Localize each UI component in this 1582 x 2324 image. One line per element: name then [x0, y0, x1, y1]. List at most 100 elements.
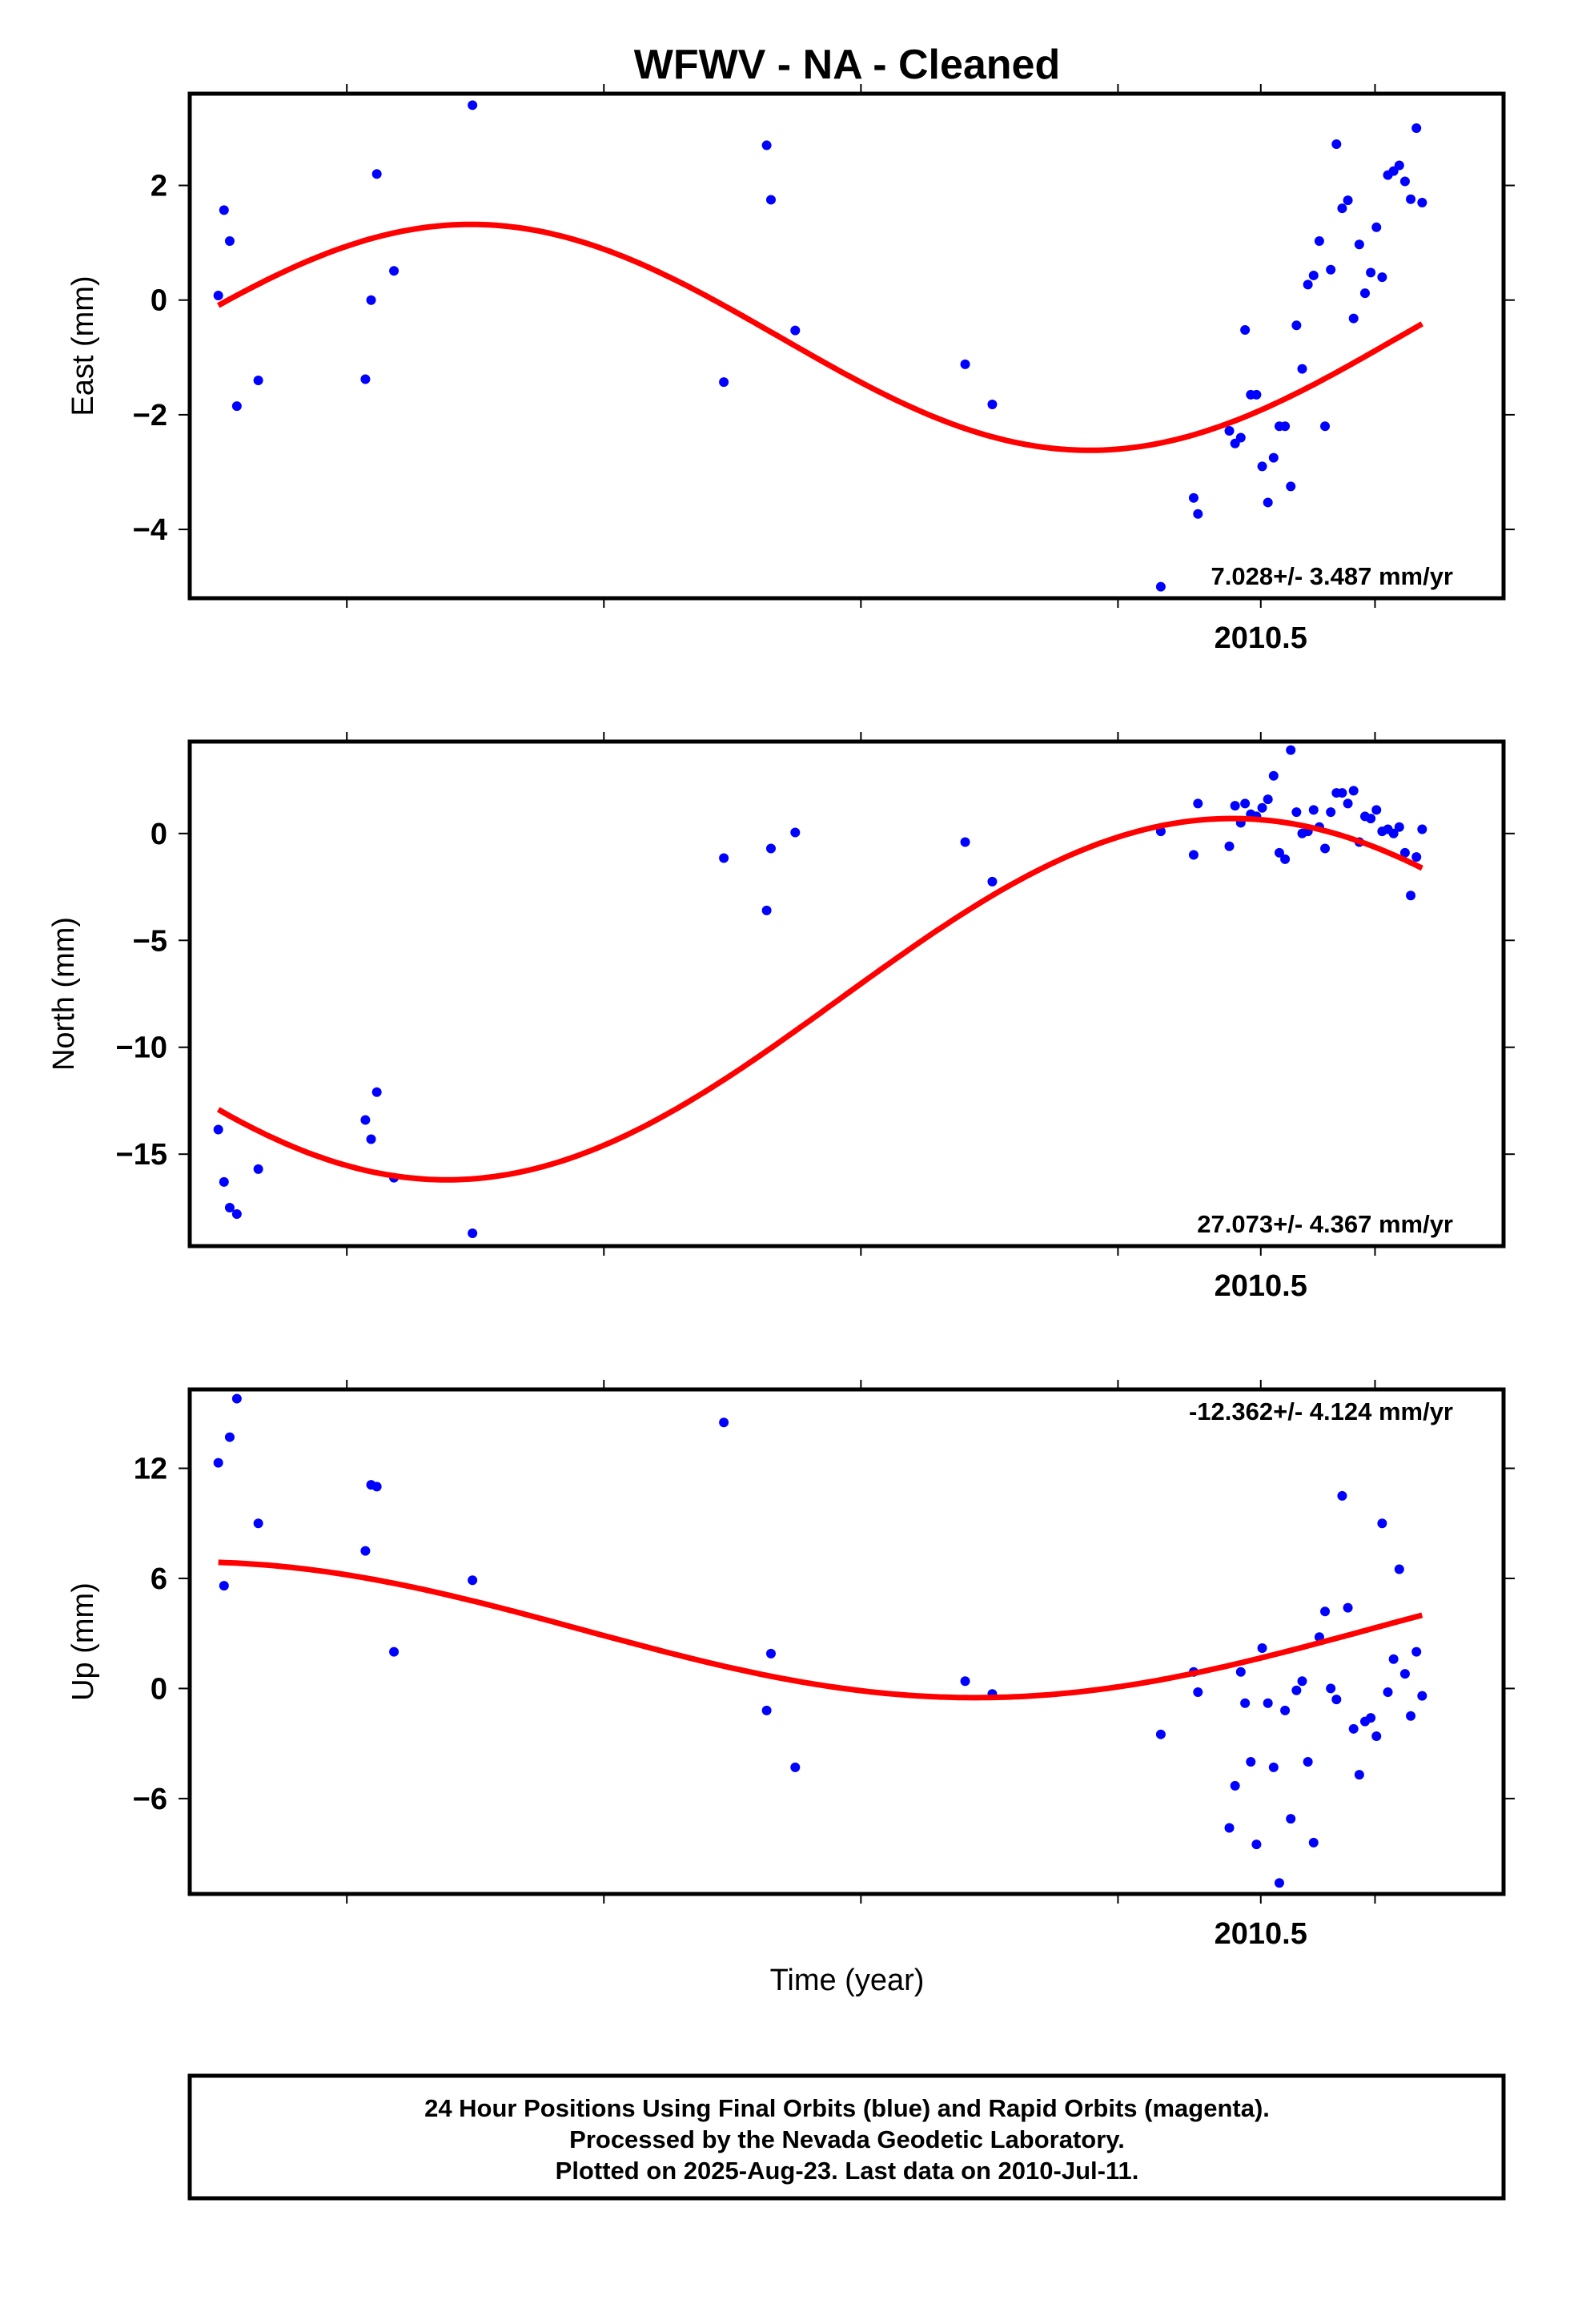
data-point: [1331, 1695, 1342, 1705]
data-point: [1280, 854, 1291, 864]
data-point: [1411, 123, 1422, 133]
data-point: [790, 827, 801, 838]
data-point: [1377, 272, 1387, 283]
data-point: [1257, 802, 1267, 813]
data-point: [1320, 1606, 1331, 1617]
data-point: [1268, 770, 1279, 781]
data-point: [1394, 160, 1404, 171]
data-point: [719, 1417, 729, 1428]
data-point: [1399, 176, 1410, 187]
y-tick-label: 12: [134, 1453, 167, 1486]
data-point: [231, 1208, 242, 1219]
data-point: [1291, 1685, 1302, 1695]
data-point: [1366, 814, 1376, 824]
x-tick-label: 2010.5: [1215, 1917, 1307, 1951]
y-axis-label: North (mm): [47, 917, 81, 1071]
data-point: [790, 325, 801, 336]
data-point: [761, 905, 772, 915]
data-point: [1268, 452, 1279, 463]
data-point: [1246, 1757, 1256, 1767]
x-tick-label: 2010.5: [1215, 1269, 1307, 1303]
data-point: [1193, 798, 1203, 809]
north-panel: 2010.5 −15 −10 −5 0 North (mm) 27.073+/- 4.367…: [47, 732, 1515, 1303]
data-point: [224, 1202, 235, 1212]
data-point: [1280, 1705, 1291, 1715]
data-point: [987, 400, 998, 410]
data-point: [790, 1762, 801, 1772]
data-point: [960, 837, 970, 847]
data-point: [1240, 798, 1251, 809]
rate-label: 7.028+/- 3.487 mm/yr: [1211, 562, 1453, 590]
x-tick-label: 2010.5: [1215, 621, 1307, 655]
data-point: [231, 401, 242, 412]
data-point: [1230, 801, 1240, 811]
data-point: [1348, 786, 1359, 796]
plot-frame: [187, 739, 1506, 1248]
data-point: [987, 876, 998, 887]
data-point: [1263, 497, 1273, 508]
data-point: [1235, 1667, 1246, 1677]
data-point: [1366, 1713, 1376, 1723]
data-point: [231, 1393, 242, 1404]
plot-frame: [187, 1387, 1506, 1896]
data-point: [1394, 822, 1404, 832]
data-point: [1280, 421, 1291, 432]
data-point: [765, 843, 776, 854]
y-tick-label: 6: [151, 1562, 167, 1596]
rate-label: 27.073+/- 4.367 mm/yr: [1197, 1210, 1453, 1238]
data-point: [213, 291, 223, 300]
data-point: [1235, 432, 1246, 443]
data-point: [1406, 1711, 1416, 1721]
data-point: [1297, 1676, 1307, 1687]
data-point: [719, 853, 729, 863]
data-point: [1308, 805, 1319, 815]
data-point: [1354, 239, 1364, 250]
data-point: [1303, 279, 1313, 290]
data-point: [1257, 1643, 1267, 1654]
data-point: [1371, 222, 1382, 232]
data-point: [1224, 425, 1235, 436]
data-point: [1326, 1683, 1336, 1694]
data-point: [360, 374, 371, 384]
data-point: [1417, 198, 1427, 208]
data-point: [1224, 1823, 1235, 1833]
data-point: [1348, 1723, 1359, 1734]
data-point: [1388, 1654, 1399, 1664]
y-tick-label: −10: [116, 1031, 167, 1065]
data-point: [389, 266, 400, 276]
data-point: [1240, 324, 1251, 335]
data-point: [1251, 389, 1262, 400]
y-tick-label: −15: [116, 1138, 167, 1172]
y-axis-label: East (mm): [66, 275, 100, 416]
data-point: [1155, 581, 1166, 592]
data-point: [371, 1087, 382, 1097]
data-point: [960, 359, 970, 369]
data-point: [219, 1176, 229, 1187]
data-point: [1303, 1757, 1313, 1767]
data-point: [1411, 1647, 1422, 1657]
y-tick-label: −2: [133, 399, 167, 432]
data-point: [1406, 891, 1416, 901]
data-point: [960, 1676, 970, 1687]
footer-box: [187, 2073, 1506, 2201]
data-point: [1411, 852, 1422, 862]
up-panel: 2010.5 −6 0 6 12 Up (mm) -12.362+/- 4.124 mm/y…: [66, 1380, 1515, 1951]
y-tick-label: 2: [151, 170, 167, 203]
data-point: [1343, 195, 1353, 206]
y-tick-label: −4: [133, 513, 167, 547]
data-point: [1286, 481, 1296, 492]
data-point: [1399, 1669, 1410, 1679]
data-point: [761, 140, 772, 151]
data-point: [1155, 1729, 1166, 1739]
footer-line-2: Processed by the Nevada Geodetic Laborat…: [569, 2125, 1125, 2153]
y-tick-label: −6: [133, 1783, 167, 1816]
data-point: [1366, 267, 1376, 278]
chart-title: WFWV - NA - Cleaned: [634, 42, 1061, 88]
data-point: [1326, 807, 1336, 818]
data-point: [253, 1164, 263, 1174]
data-point: [1291, 320, 1302, 331]
footer-line-1: 24 Hour Positions Using Final Orbits (bl…: [424, 2094, 1270, 2122]
data-point: [1337, 203, 1347, 214]
data-point: [1326, 264, 1336, 275]
